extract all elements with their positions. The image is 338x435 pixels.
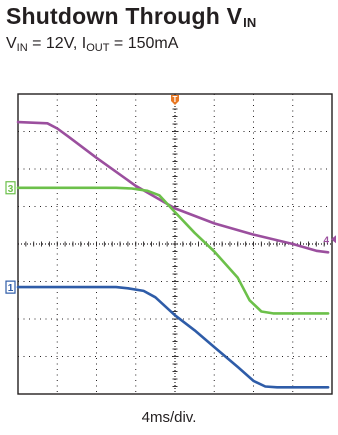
marker-label: 1 xyxy=(8,283,14,294)
subtitle-v-subscript: IN xyxy=(16,42,28,54)
x-axis-label: 4ms/div. xyxy=(141,409,197,426)
chart-subtitle: VIN = 12V, IOUT = 150mA xyxy=(6,35,178,54)
trigger-marker: T xyxy=(171,95,179,105)
trigger-arrow xyxy=(171,95,179,105)
marker-label: 4 xyxy=(323,235,329,246)
channel-marker-4: 4 xyxy=(323,235,336,246)
trace-line-ch3 xyxy=(16,186,330,315)
channel-marker-3: 3 xyxy=(5,181,16,195)
marker-arrow xyxy=(331,235,336,244)
title-subscript: IN xyxy=(243,15,257,30)
subtitle-v-rest: = 12V, I xyxy=(27,35,87,52)
trace-line-ch1 xyxy=(16,285,330,389)
marker-box xyxy=(5,181,16,195)
subtitle-i-subscript: OUT xyxy=(86,42,110,54)
grid xyxy=(17,93,333,395)
chart-title: Shutdown Through VIN xyxy=(6,3,257,30)
oscilloscope-plot: 4 3 1 T xyxy=(5,93,336,395)
subtitle-i-rest: = 150mA xyxy=(109,35,179,52)
traces xyxy=(16,120,330,389)
channel-markers: 4 3 1 T xyxy=(5,95,336,294)
marker-box xyxy=(5,280,16,294)
subtitle-v: V xyxy=(6,35,17,52)
marker-label: 3 xyxy=(8,184,14,195)
trigger-label: T xyxy=(173,95,178,104)
channel-marker-1: 1 xyxy=(5,280,16,294)
title-main-text: Shutdown Through V xyxy=(6,3,243,29)
trace-line-ch4 xyxy=(16,120,330,254)
